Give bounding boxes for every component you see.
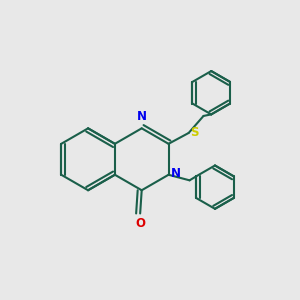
Text: N: N — [171, 167, 181, 180]
Text: S: S — [190, 126, 199, 139]
Text: N: N — [137, 110, 147, 123]
Text: O: O — [135, 217, 145, 230]
